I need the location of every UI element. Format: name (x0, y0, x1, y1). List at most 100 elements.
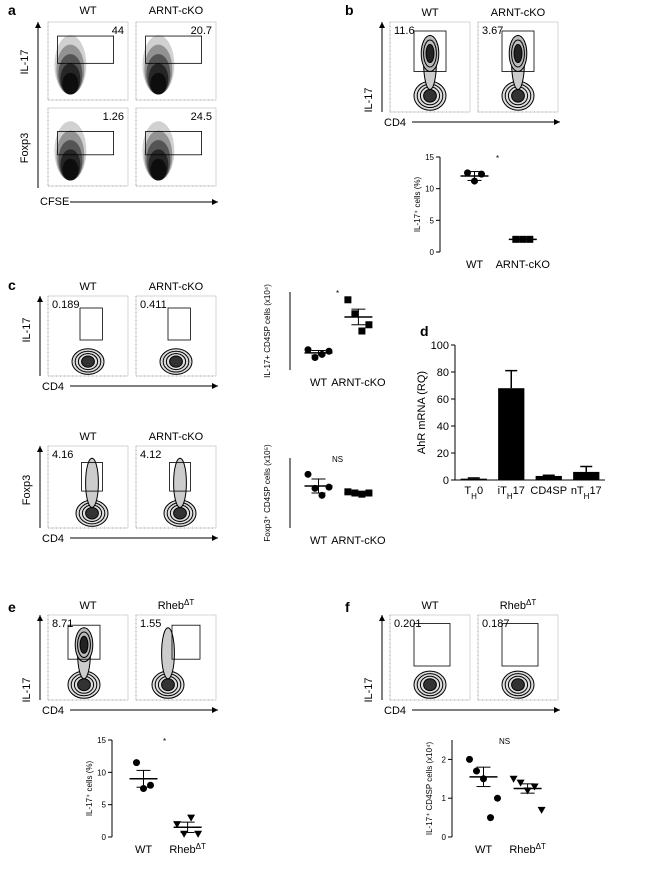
y-tick-label: 10 (97, 768, 106, 777)
label-part: WT (79, 5, 96, 17)
gate-value: 3.67 (482, 25, 503, 37)
y-axis-label: Foxp3⁺ CD4SP cells (x10⁵) (263, 444, 272, 542)
data-point (494, 794, 501, 802)
gate-value: 0.187 (482, 618, 510, 630)
gate-value: 11.6 (394, 25, 415, 37)
y-tick-label: 100 (431, 340, 449, 352)
arrow-head (554, 119, 560, 125)
plot-frame (389, 21, 471, 113)
column-title: ARNT-cKO (491, 7, 546, 19)
data-point (325, 483, 333, 491)
y-tick-label: 15 (97, 736, 106, 745)
y-axis-label: IL-17⁺ CD4SP cells (x10⁴) (425, 742, 434, 836)
label-part: WT (421, 600, 438, 612)
contour (161, 678, 175, 692)
contour (423, 89, 437, 103)
column-title: WT (421, 600, 438, 612)
x-tick-label: WT (466, 259, 483, 271)
label-part: H (507, 492, 513, 501)
contour (511, 678, 525, 692)
x-axis-label: CD4 (384, 705, 406, 717)
y-tick-label: 2 (442, 755, 447, 764)
gate-value: 8.71 (52, 618, 73, 630)
plot-frame (47, 295, 129, 377)
x-tick-label: WT (310, 535, 327, 547)
data-point (325, 347, 333, 355)
column-title: ARNT-cKO (149, 281, 204, 293)
x-tick-label: ARNT-cKO (331, 535, 386, 547)
x-axis-label: CD4 (42, 705, 64, 717)
plot-frame (47, 107, 129, 187)
label-part: Rheb (169, 844, 195, 856)
label-part: WT (421, 7, 438, 19)
plot-frame (477, 21, 559, 113)
x-axis-label: CD4 (42, 381, 64, 393)
x-tick-label: ARNT-cKO (331, 377, 386, 389)
gate (145, 130, 203, 156)
data-point (194, 830, 203, 838)
arrow-head (37, 615, 43, 621)
arrow-head (212, 383, 218, 389)
label-part: ARNT-cKO (491, 7, 546, 19)
x-axis-label: CD4 (42, 533, 64, 545)
y-axis-label: IL-17+ CD4SP cells (x10⁴) (263, 284, 272, 378)
panel-label: d (420, 323, 429, 339)
label-part: WT (475, 844, 492, 856)
x-tick-label: nTH17 (571, 485, 602, 501)
label-part: WT (310, 377, 327, 389)
plot-frame (389, 614, 471, 701)
label-part: 17 (513, 485, 525, 497)
label-part: WT (135, 844, 152, 856)
label-part: H (471, 492, 477, 501)
significance: * (496, 154, 499, 163)
label-part: Rheb (500, 600, 526, 612)
contour (79, 635, 89, 654)
significance: NS (499, 737, 510, 746)
arrow-head (554, 707, 560, 713)
data-point (304, 470, 312, 478)
gate (67, 624, 101, 660)
contour (513, 44, 523, 63)
x-tick-label: RhebΔT (169, 842, 206, 857)
plot-frame (135, 445, 217, 529)
label-part: ARNT-cKO (149, 431, 204, 443)
arrow-head (212, 199, 218, 205)
arrow-head (212, 535, 218, 541)
panel-label: a (8, 2, 16, 18)
bar (498, 388, 525, 480)
panel-label: e (8, 599, 16, 615)
event-cloud (150, 72, 167, 95)
gate (501, 30, 535, 72)
data-point (318, 350, 326, 358)
contour (85, 507, 99, 520)
column-title: WT (79, 600, 96, 612)
data-point (473, 767, 480, 775)
y-axis-label: IL-17 (21, 677, 33, 702)
bar (460, 478, 487, 480)
data-point (344, 296, 352, 304)
label-part: 17 (589, 485, 601, 497)
y-tick-label: 15 (425, 153, 434, 162)
x-tick-label: WT (475, 844, 492, 856)
y-axis-label: Foxp3 (19, 133, 31, 164)
label-part: ΔT (196, 842, 206, 851)
y-axis-label: IL-17 (363, 87, 375, 112)
panel-label: b (345, 2, 354, 18)
contour (511, 89, 525, 103)
label-part: ARNT-cKO (149, 281, 204, 293)
arrow-head (212, 707, 218, 713)
data-point (530, 783, 539, 791)
gate-value: 4.16 (52, 449, 73, 461)
data-point (351, 310, 359, 318)
gate-value: 4.12 (140, 449, 161, 461)
contour (423, 678, 437, 692)
gate (501, 623, 539, 667)
label-part: WT (79, 600, 96, 612)
gate-value: 1.26 (103, 111, 124, 123)
contour (81, 355, 95, 368)
y-tick-label: 1 (442, 794, 447, 803)
column-title: WT (79, 431, 96, 443)
contour (425, 44, 435, 63)
y-tick-label: 60 (437, 394, 449, 406)
